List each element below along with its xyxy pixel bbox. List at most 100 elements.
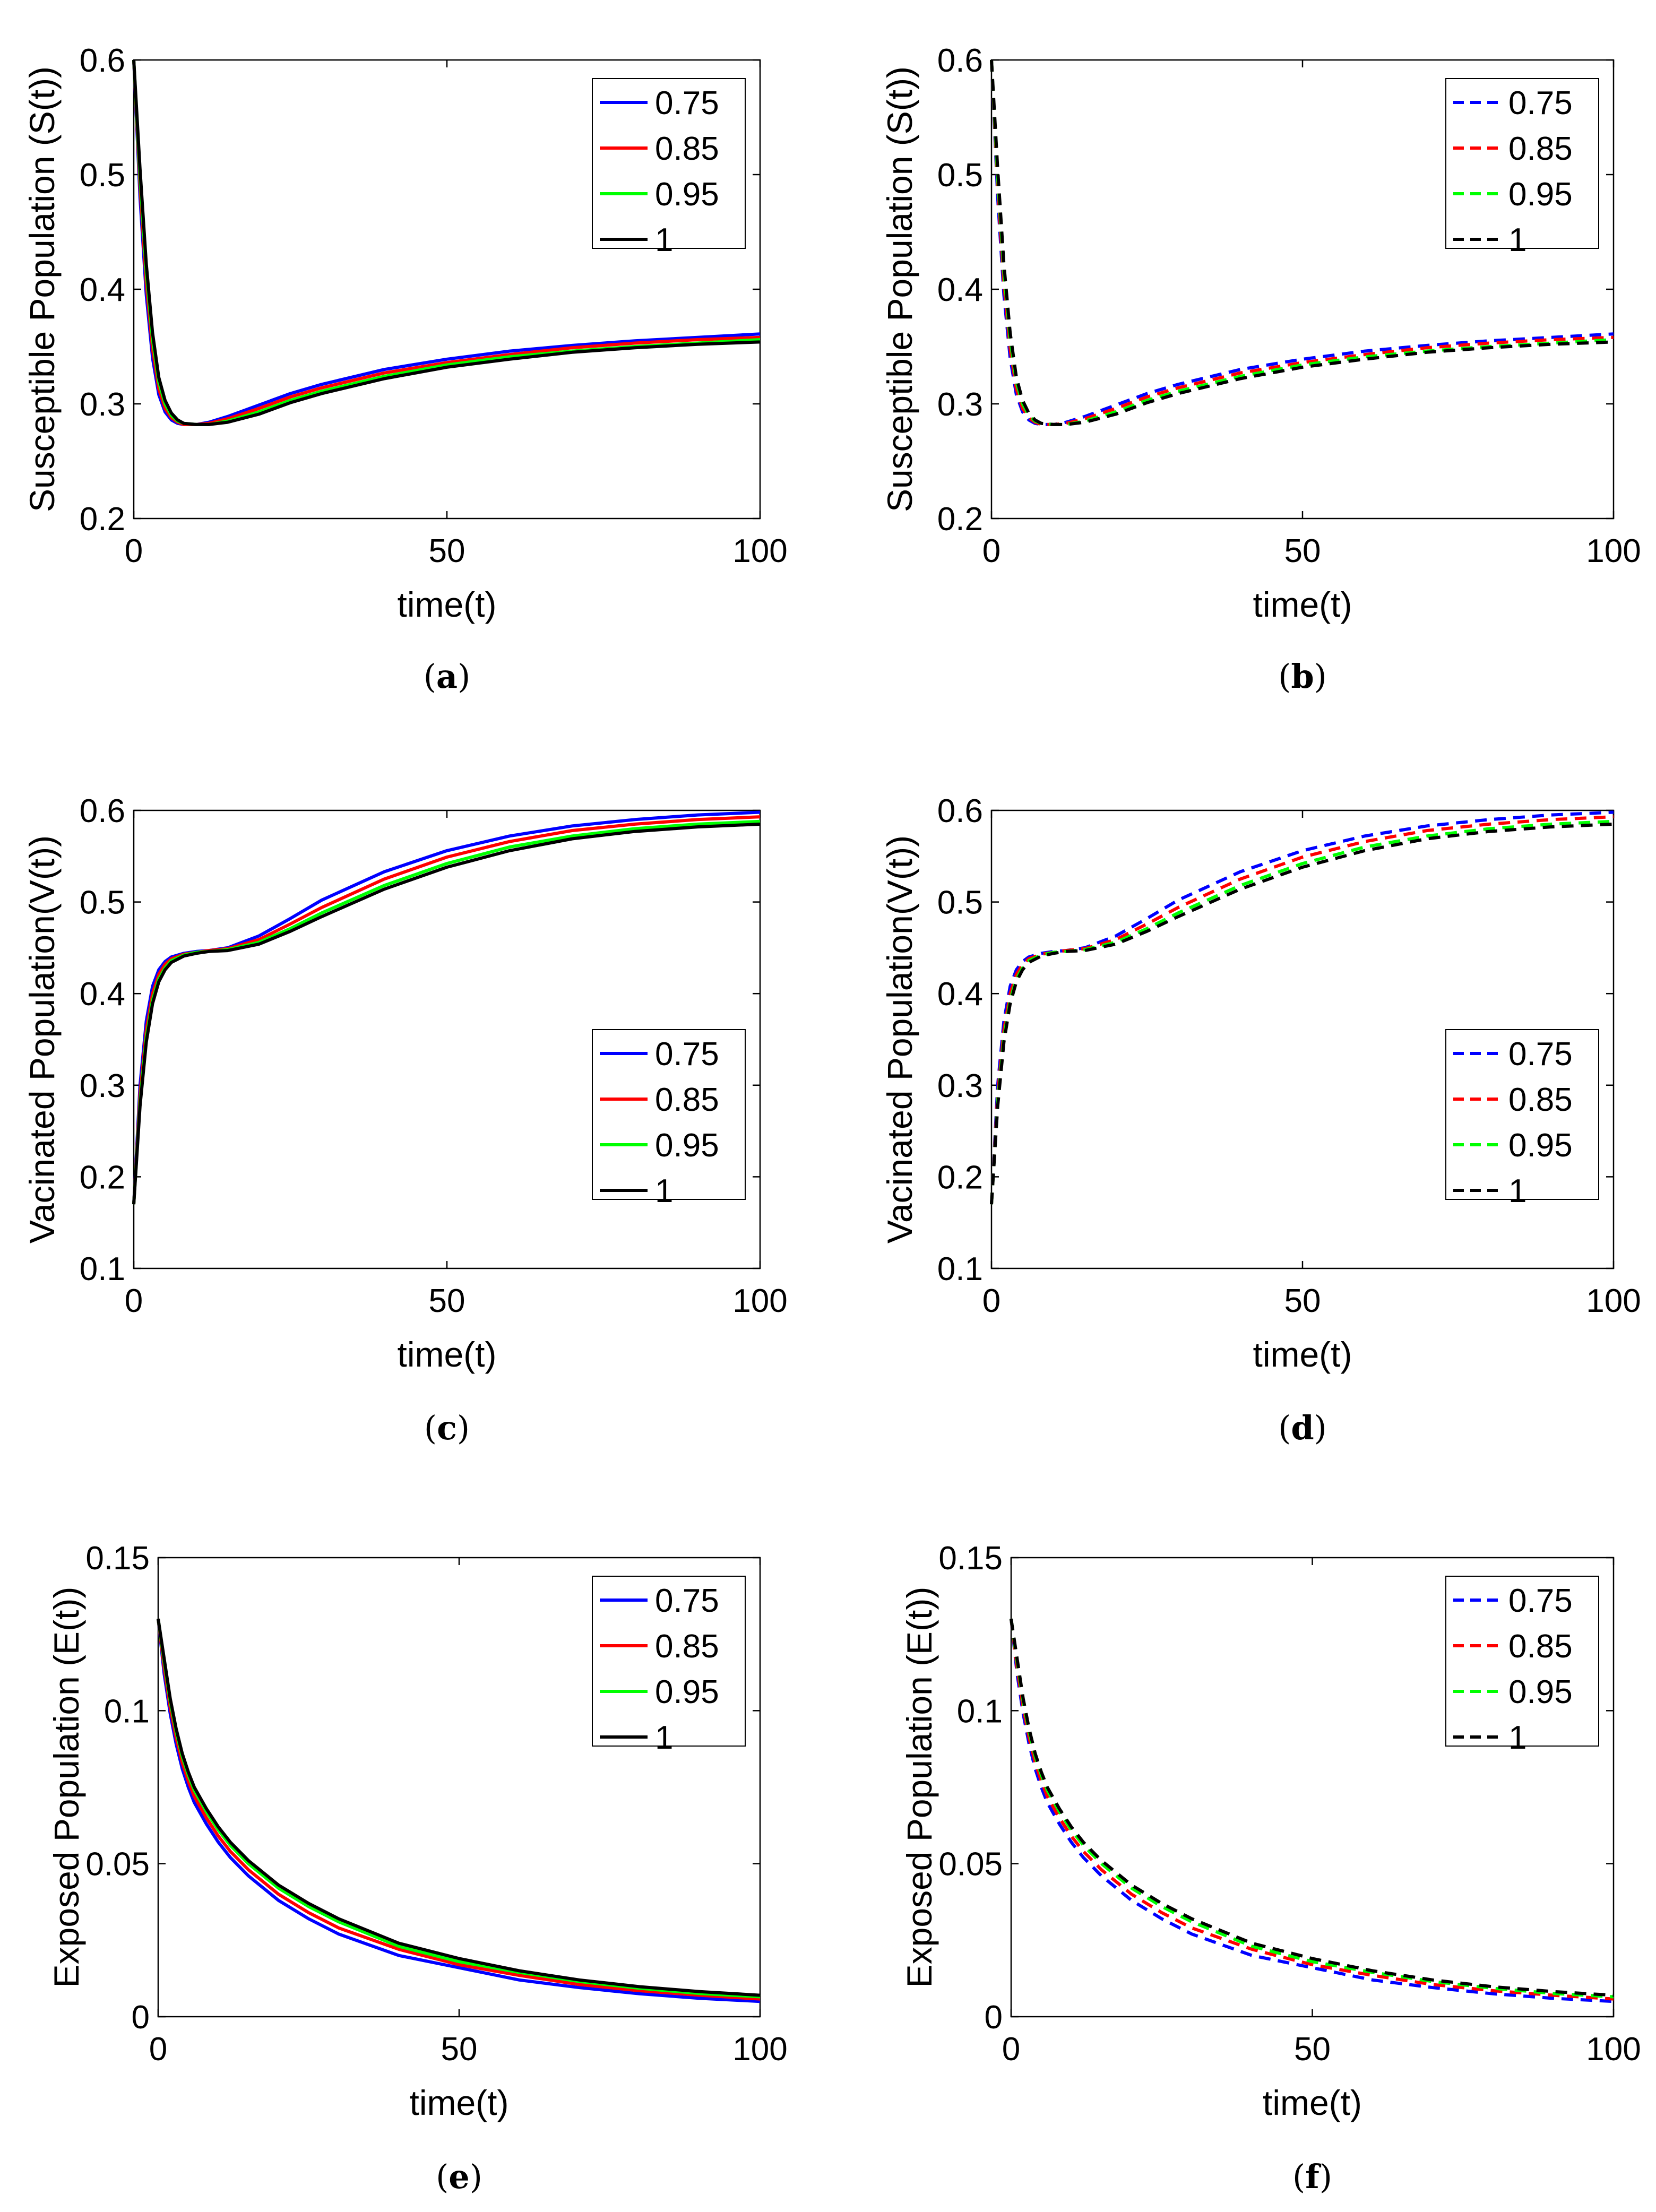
x-axis-label: time(t)	[1253, 585, 1352, 624]
panel-caption-letter: b	[1291, 657, 1314, 696]
legend-box	[592, 1576, 746, 1747]
x-tick-label: 50	[1284, 533, 1321, 569]
x-tick-label: 50	[429, 1283, 465, 1319]
legend-entry-label: 0.75	[655, 1036, 719, 1073]
panel-caption: (d)	[1278, 1409, 1327, 1447]
y-tick-label: 0.6	[80, 793, 125, 830]
legend-entry-label: 0.95	[655, 1674, 719, 1710]
y-tick-label: 0.1	[104, 1693, 150, 1730]
panel-caption-letter: a	[436, 657, 458, 696]
panel-caption: (f)	[1292, 2157, 1332, 2196]
legend-entry-label: 1	[1508, 222, 1526, 258]
x-tick-label: 50	[441, 2031, 478, 2068]
y-tick-label: 0.4	[937, 976, 983, 1013]
legend: 0.75 0.85 0.95 1	[1445, 1029, 1599, 1209]
legend-box	[1445, 1029, 1599, 1200]
legend-box	[592, 78, 746, 249]
panel-caption: (a)	[424, 657, 471, 696]
panel-f: 0 0.05 0.1 0.15 0 50 100 time(t) Exposed Populat…	[900, 1540, 1641, 2196]
legend-entry-label: 1	[655, 1720, 673, 1756]
y-axis-label: Susceptible Population (S(t))	[880, 66, 919, 512]
series-line-1	[1010, 1618, 1614, 1997]
panel-c: 0.1 0.2 0.3 0.4 0.5 0.6 0 50 100 time(t) Vacinated…	[22, 793, 788, 1447]
legend-entry-label: 1	[655, 222, 673, 258]
legend: 0.75 0.85 0.95 1	[592, 1029, 746, 1209]
legend-box	[1445, 78, 1599, 249]
y-tick-label: 0.3	[80, 386, 125, 423]
y-tick-label: 0.2	[80, 501, 125, 538]
panel-caption-letter: d	[1291, 1409, 1314, 1447]
panel-caption-letter: f	[1305, 2157, 1321, 2196]
y-tick-label: 0.5	[80, 157, 125, 194]
legend-entry-label: 0.75	[655, 1583, 719, 1619]
legend-box	[1445, 1576, 1599, 1747]
legend-entry-label: 0.95	[655, 1127, 719, 1164]
x-tick-label: 0	[149, 2031, 167, 2068]
y-tick-label: 0.3	[937, 1068, 983, 1104]
y-tick-label: 0.2	[80, 1159, 125, 1196]
panel-caption-letter: c	[437, 1409, 457, 1447]
y-tick-label: 0.6	[80, 42, 125, 79]
x-tick-label: 100	[1586, 2031, 1641, 2068]
y-tick-label: 0.1	[937, 1251, 983, 1288]
x-axis-label: time(t)	[1263, 2083, 1362, 2122]
y-tick-label: 0.6	[937, 793, 983, 830]
y-tick-label: 0.6	[937, 42, 983, 79]
y-tick-label: 0.15	[938, 1540, 1003, 1577]
y-axis-label: Vacinated Population(V(t))	[22, 835, 62, 1243]
x-tick-label: 0	[982, 1283, 1000, 1319]
legend: 0.75 0.85 0.95 1	[592, 78, 746, 258]
x-tick-label: 100	[1586, 533, 1641, 569]
y-tick-label: 0.4	[80, 976, 125, 1013]
y-tick-label: 0.1	[80, 1251, 125, 1288]
y-tick-label: 0.4	[80, 272, 125, 308]
legend-entry-label: 0.85	[1508, 1628, 1573, 1665]
y-tick-label: 0.15	[85, 1540, 150, 1577]
legend-box	[592, 1029, 746, 1200]
y-tick-label: 0.4	[937, 272, 983, 308]
series-line-1	[157, 1618, 761, 1997]
y-tick-label: 0	[132, 1999, 150, 2036]
series-line-1	[132, 822, 761, 1205]
legend: 0.75 0.85 0.95 1	[592, 1576, 746, 1756]
legend-entry-label: 0.85	[655, 1082, 719, 1118]
legend-entry-label: 0.85	[1508, 131, 1573, 167]
y-tick-label: 0.2	[937, 501, 983, 538]
legend-entry-label: 0.75	[655, 85, 719, 122]
panel-b: 0.2 0.3 0.4 0.5 0.6 0 50 100 time(t) Susceptible …	[880, 42, 1641, 696]
x-tick-label: 0	[125, 533, 143, 569]
series-line-0.85	[1010, 1618, 1614, 2001]
y-tick-label: 0.2	[937, 1159, 983, 1196]
x-tick-label: 0	[125, 1283, 143, 1319]
legend-entry-label: 0.95	[655, 176, 719, 213]
y-tick-label: 0.1	[957, 1693, 1003, 1730]
legend-entry-label: 0.85	[655, 131, 719, 167]
legend-entry-label: 0.85	[1508, 1082, 1573, 1118]
y-axis-label: Exposed Population (E(t))	[900, 1587, 939, 1988]
x-axis-label: time(t)	[398, 585, 497, 624]
y-tick-label: 0.5	[80, 885, 125, 921]
y-axis-label: Vacinated Population(V(t))	[880, 835, 919, 1243]
legend: 0.75 0.85 0.95 1	[1445, 78, 1599, 258]
x-axis-label: time(t)	[410, 2083, 509, 2122]
legend-entry-label: 0.75	[1508, 85, 1573, 122]
panel-caption: (b)	[1278, 657, 1327, 696]
x-tick-label: 100	[732, 1283, 787, 1319]
panel-d: 0.1 0.2 0.3 0.4 0.5 0.6 0 50 100 time(t) Vacinated…	[880, 793, 1641, 1447]
x-tick-label: 100	[732, 533, 787, 569]
y-tick-label: 0.3	[937, 386, 983, 423]
legend-entry-label: 1	[1508, 1720, 1526, 1756]
legend-entry-label: 0.95	[1508, 1674, 1573, 1710]
panel-e: 0 0.05 0.1 0.15 0 50 100 time(t) Exposed Populat…	[47, 1540, 788, 2196]
y-tick-label: 0.5	[937, 885, 983, 921]
legend-entry-label: 1	[655, 1173, 673, 1209]
panel-caption-letter: e	[448, 2157, 469, 2196]
legend-entry-label: 0.95	[1508, 1127, 1573, 1164]
y-tick-label: 0.5	[937, 157, 983, 194]
x-tick-label: 0	[1002, 2031, 1020, 2068]
y-tick-label: 0.05	[938, 1846, 1003, 1883]
x-tick-label: 50	[1294, 2031, 1331, 2068]
y-tick-label: 0.3	[80, 1068, 125, 1104]
x-tick-label: 0	[982, 533, 1000, 569]
